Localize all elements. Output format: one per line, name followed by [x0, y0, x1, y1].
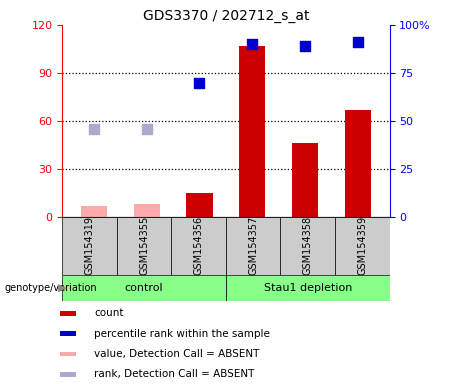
Bar	[345, 110, 371, 217]
Point	[143, 126, 150, 132]
Point	[90, 126, 98, 132]
Text: GSM154359: GSM154359	[357, 216, 367, 275]
Bar	[60, 372, 76, 377]
Point	[354, 39, 361, 45]
Bar	[81, 206, 107, 217]
Bar	[60, 352, 76, 356]
Title: GDS3370 / 202712_s_at: GDS3370 / 202712_s_at	[142, 8, 309, 23]
Bar	[60, 311, 76, 316]
Text: value, Detection Call = ABSENT: value, Detection Call = ABSENT	[94, 349, 260, 359]
Point	[248, 41, 256, 47]
Bar	[226, 217, 280, 275]
Bar	[226, 275, 390, 301]
Bar	[134, 204, 160, 217]
Bar	[60, 331, 76, 336]
Bar	[62, 217, 117, 275]
Bar	[292, 143, 318, 217]
Text: Stau1 depletion: Stau1 depletion	[264, 283, 352, 293]
Text: GSM154358: GSM154358	[303, 216, 313, 275]
Bar	[186, 193, 213, 217]
Text: GSM154356: GSM154356	[194, 216, 204, 275]
Text: genotype/variation: genotype/variation	[5, 283, 97, 293]
Bar	[117, 217, 171, 275]
Bar	[280, 217, 335, 275]
Text: ▶: ▶	[58, 283, 66, 293]
Point	[196, 79, 203, 86]
Text: GSM154355: GSM154355	[139, 216, 149, 275]
Bar	[171, 217, 226, 275]
Bar	[239, 46, 266, 217]
Text: control: control	[125, 283, 163, 293]
Text: GSM154357: GSM154357	[248, 216, 258, 275]
Text: GSM154319: GSM154319	[84, 216, 95, 275]
Text: percentile rank within the sample: percentile rank within the sample	[94, 329, 270, 339]
Bar	[62, 275, 226, 301]
Text: count: count	[94, 308, 124, 318]
Point	[301, 43, 309, 49]
Bar	[335, 217, 390, 275]
Text: rank, Detection Call = ABSENT: rank, Detection Call = ABSENT	[94, 369, 254, 379]
